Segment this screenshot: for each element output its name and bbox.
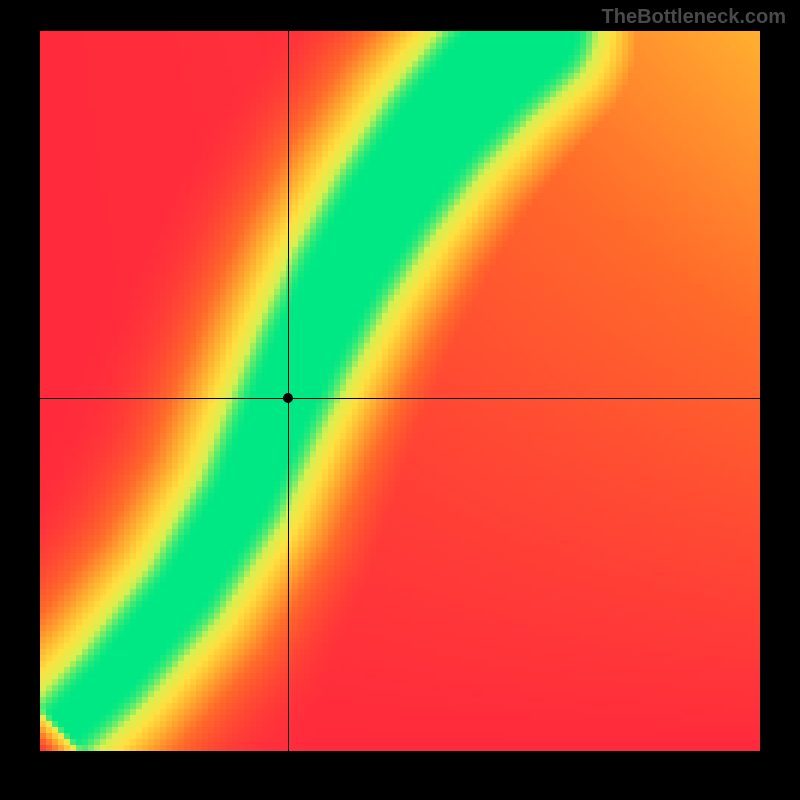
watermark-text: TheBottleneck.com <box>602 6 786 29</box>
crosshair-horizontal <box>40 398 760 399</box>
heatmap-canvas <box>40 31 760 751</box>
heatmap-plot <box>40 31 760 751</box>
crosshair-marker <box>283 393 293 403</box>
crosshair-vertical <box>288 31 289 751</box>
